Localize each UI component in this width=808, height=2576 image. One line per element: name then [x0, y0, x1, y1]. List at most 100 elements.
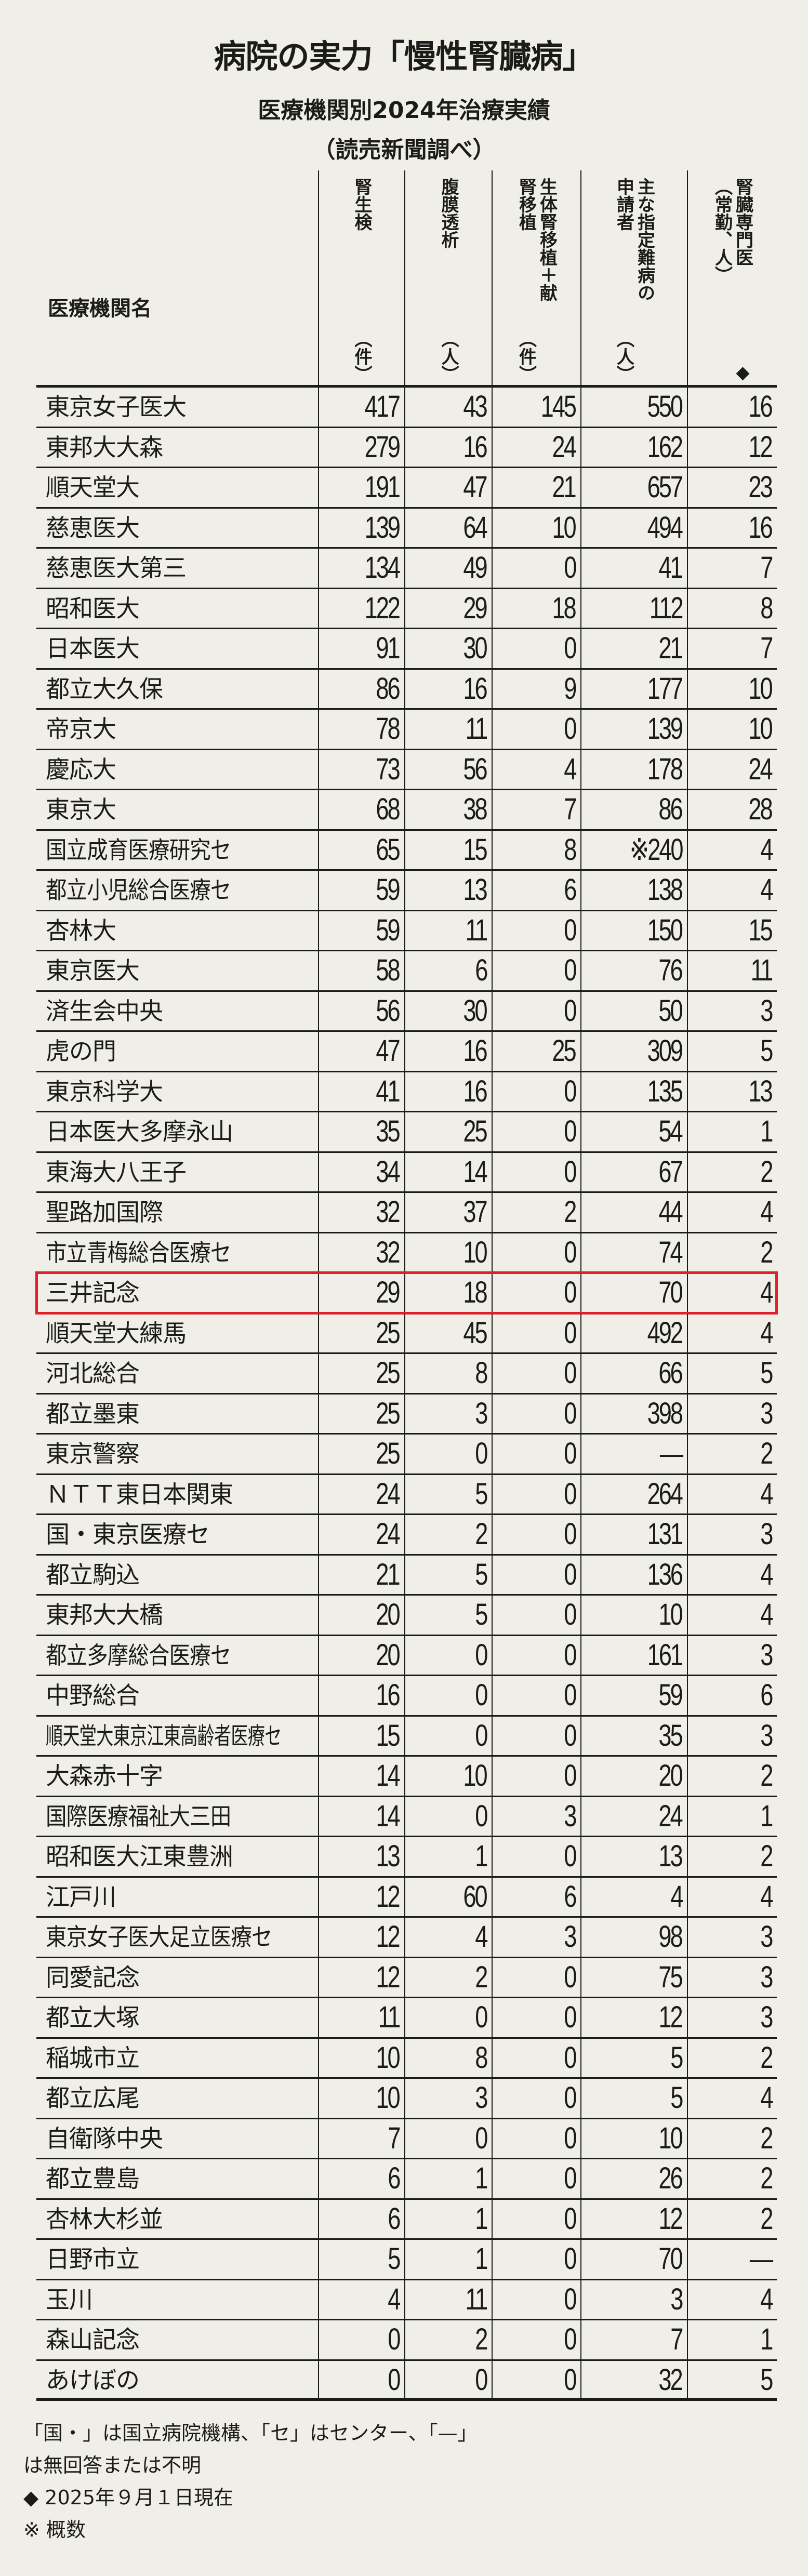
cell-text: —: [749, 2242, 773, 2276]
nephrologists-value: 4: [687, 830, 777, 869]
cell-text: 13: [658, 1839, 683, 1873]
column-header-text: 主な指定難病の: [634, 178, 655, 301]
cell-text: 161: [647, 1638, 683, 1672]
peritoneal-dialysis-value: 56: [404, 750, 492, 789]
kidney-transplant-value: 0: [492, 1475, 580, 1513]
kidney-biopsy-value: 58: [318, 951, 404, 990]
cell-text: 5: [760, 2362, 773, 2397]
kidney-transplant-value: 0: [492, 1716, 580, 1755]
cell-text: 16: [376, 1678, 401, 1712]
cell-text: 131: [647, 1517, 683, 1551]
kidney-biopsy-value: 68: [318, 790, 404, 829]
intractable-disease-applicants-value: 32: [580, 2360, 687, 2398]
column-header-unit: （人）: [613, 330, 634, 383]
intractable-disease-applicants-value: 4: [580, 1877, 687, 1916]
cell-text: 1: [760, 1114, 773, 1148]
cell-text: 29: [376, 1276, 401, 1309]
cell-text: 杏林大: [46, 916, 116, 945]
nephrologists-value: 4: [687, 1877, 777, 1916]
intractable-disease-applicants-value: 67: [580, 1152, 687, 1191]
cell-text: 134: [364, 551, 401, 585]
cell-text: 0: [563, 1356, 577, 1390]
kidney-transplant-value: 0: [492, 1072, 580, 1111]
kidney-transplant-value: 0: [492, 1233, 580, 1272]
column-header-line: 腎臓専門医 ◆: [733, 178, 753, 383]
cell-text: 10: [658, 2121, 683, 2155]
cell-text: 0: [474, 1799, 488, 1833]
intractable-disease-applicants-value: 309: [580, 1032, 687, 1071]
table-row: ＮＴＴ東日本関東 24 5 0 264 4: [36, 1475, 777, 1515]
cell-text: 0: [563, 1074, 577, 1108]
intractable-disease-applicants-value: 98: [580, 1918, 687, 1957]
hospital-name: 昭和医大江東豊洲: [36, 1837, 318, 1876]
peritoneal-dialysis-value: 64: [404, 508, 492, 547]
intractable-disease-applicants-value: 139: [580, 710, 687, 749]
nephrologists-value: 4: [687, 871, 777, 910]
table-row: 済生会中央 56 30 0 50 3: [36, 991, 777, 1032]
cell-text: 70: [658, 2242, 683, 2276]
cell-text: 73: [376, 752, 401, 786]
cell-text: 494: [647, 510, 683, 545]
cell-text: 都立大塚: [46, 2003, 140, 2031]
source-note: （読売新聞調べ）: [312, 137, 496, 163]
cell-text: 54: [658, 1114, 683, 1148]
hospital-name: 慈恵医大: [36, 509, 318, 548]
kidney-transplant-value: 9: [492, 669, 580, 708]
cell-text: 20: [376, 1598, 401, 1631]
kidney-transplant-value: 0: [492, 1636, 580, 1675]
hospital-name: 順天堂大: [36, 468, 318, 507]
kidney-biopsy-value: 29: [318, 1273, 404, 1312]
kidney-transplant-value: 0: [492, 1555, 580, 1594]
kidney-biopsy-value: 11: [318, 1998, 404, 2037]
column-header-line: 腹膜透析 （人）: [438, 178, 459, 383]
cell-text: 4: [760, 2282, 773, 2316]
table-row: 東海大八王子 34 14 0 67 2: [36, 1152, 777, 1193]
peritoneal-dialysis-value: 0: [404, 1998, 492, 2037]
table-row: 杏林大 59 11 0 150 15: [36, 911, 777, 951]
table-row: 都立豊島 6 1 0 26 2: [36, 2159, 777, 2200]
kidney-transplant-value: 8: [492, 830, 580, 869]
intractable-disease-applicants-value: 66: [580, 1354, 687, 1393]
column-header-text: 生体腎移植＋献: [536, 178, 558, 301]
cell-text: 市立青梅総合医療セ: [46, 1238, 231, 1267]
cell-text: 66: [658, 1356, 683, 1390]
intractable-disease-applicants-value: 136: [580, 1555, 687, 1594]
cell-text: 稲城市立: [46, 2043, 140, 2072]
cell-text: 49: [463, 551, 488, 585]
nephrologists-value: 2: [687, 2159, 777, 2198]
cell-text: 12: [658, 2000, 683, 2034]
cell-text: 11: [465, 712, 488, 746]
kidney-biopsy-value: 65: [318, 830, 404, 869]
cell-text: 10: [658, 1598, 683, 1631]
cell-text: 112: [649, 591, 683, 625]
cell-text: 国際医療福祉大三田: [46, 1802, 231, 1830]
table-row: 東京科学大 41 16 0 135 13: [36, 1072, 777, 1112]
cell-text: 5: [760, 1356, 773, 1390]
cell-text: 65: [376, 832, 401, 867]
cell-text: 河北総合: [46, 1359, 140, 1387]
peritoneal-dialysis-value: 2: [404, 1515, 492, 1554]
table-row: 日本医大多摩永山 35 25 0 54 1: [36, 1112, 777, 1153]
cell-text: 24: [658, 1799, 683, 1833]
cell-text: 15: [748, 913, 773, 947]
cell-text: 16: [748, 510, 773, 545]
cell-text: 1: [474, 2201, 488, 2236]
hospital-name: 聖路加国際: [36, 1193, 318, 1232]
cell-text: 7: [387, 2121, 401, 2155]
column-header-text: 申請者: [613, 178, 634, 231]
intractable-disease-applicants-value: 112: [580, 589, 687, 628]
cell-text: 16: [463, 671, 488, 706]
nephrologists-value: 3: [687, 1998, 777, 2037]
intractable-disease-applicants-value: 26: [580, 2159, 687, 2198]
nephrologists-value: 13: [687, 1072, 777, 1111]
intractable-disease-applicants-value: 35: [580, 1716, 687, 1755]
nephrologists-value: 4: [687, 1555, 777, 1594]
table-row: 慈恵医大第三 134 49 0 41 7: [36, 549, 777, 589]
table-row: 都立大久保 86 16 9 177 10: [36, 669, 777, 710]
table-row: 中野総合 16 0 0 59 6: [36, 1676, 777, 1717]
cell-text: 0: [563, 1154, 577, 1189]
column-header-line: 申請者 （人）: [614, 178, 634, 383]
peritoneal-dialysis-value: 16: [404, 1032, 492, 1071]
cell-text: 18: [552, 591, 577, 625]
kidney-biopsy-value: 134: [318, 549, 404, 588]
